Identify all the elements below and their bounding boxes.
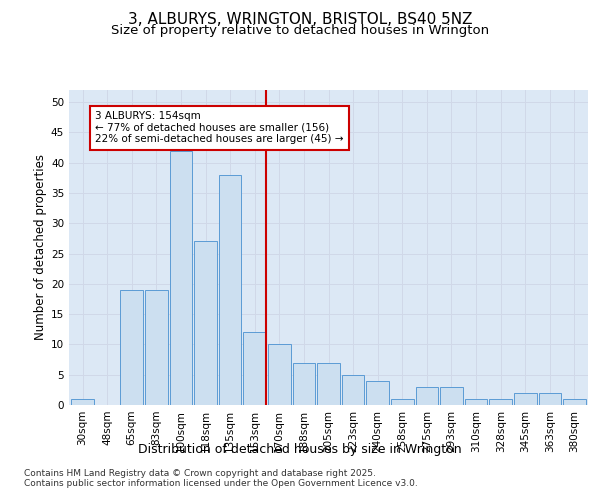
Bar [268,344,290,405]
Bar [563,399,586,405]
Text: Size of property relative to detached houses in Wrington: Size of property relative to detached ho… [111,24,489,37]
Bar [145,290,167,405]
Bar [194,242,217,405]
Bar [440,387,463,405]
Bar [391,399,413,405]
Bar [244,332,266,405]
Text: 3, ALBURYS, WRINGTON, BRISTOL, BS40 5NZ: 3, ALBURYS, WRINGTON, BRISTOL, BS40 5NZ [128,12,472,28]
Y-axis label: Number of detached properties: Number of detached properties [34,154,47,340]
Bar [416,387,438,405]
Bar [170,150,192,405]
Bar [121,290,143,405]
Bar [342,374,364,405]
Bar [219,175,241,405]
Bar [317,362,340,405]
Bar [465,399,487,405]
Bar [367,381,389,405]
Text: Distribution of detached houses by size in Wrington: Distribution of detached houses by size … [138,442,462,456]
Bar [490,399,512,405]
Bar [514,393,536,405]
Text: Contains HM Land Registry data © Crown copyright and database right 2025.
Contai: Contains HM Land Registry data © Crown c… [24,469,418,488]
Text: 3 ALBURYS: 154sqm
← 77% of detached houses are smaller (156)
22% of semi-detache: 3 ALBURYS: 154sqm ← 77% of detached hous… [95,111,343,144]
Bar [71,399,94,405]
Bar [293,362,315,405]
Bar [539,393,561,405]
